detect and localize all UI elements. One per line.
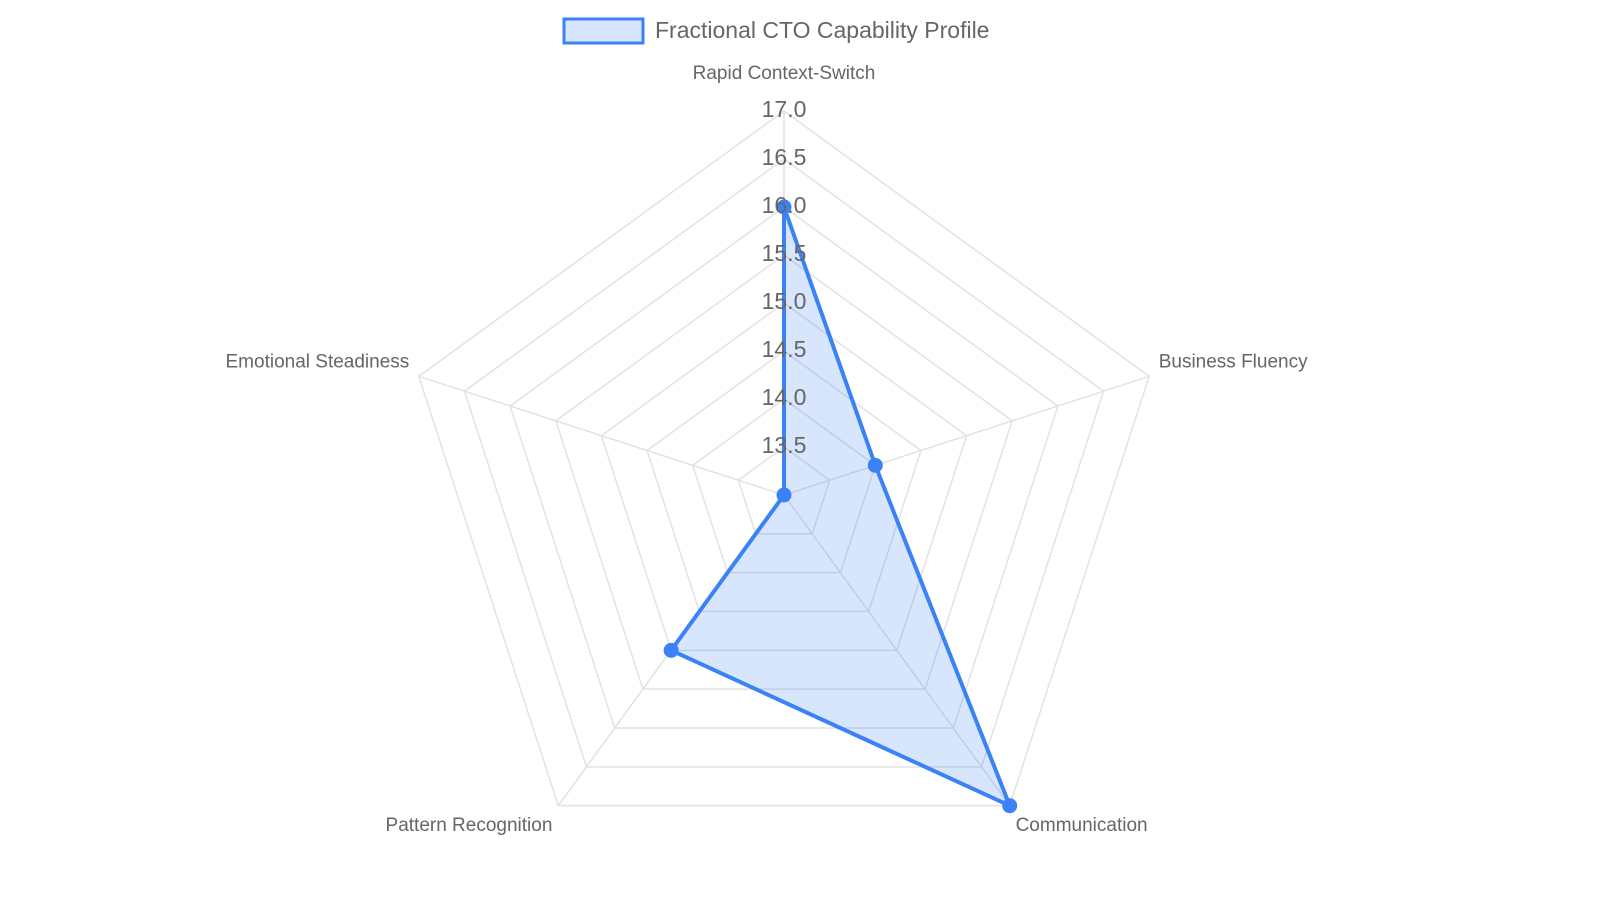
grid-ring [737, 446, 831, 535]
axis-label: Business Fluency [1159, 351, 1308, 372]
data-point [867, 457, 883, 473]
legend-swatch [562, 17, 645, 45]
spoke [418, 375, 785, 496]
data-point [776, 199, 792, 215]
data-point [663, 642, 679, 658]
axis-label: Emotional Steadiness [226, 351, 410, 372]
r-tick-label: 17.0 [762, 96, 807, 122]
series-area [668, 206, 1014, 810]
grid-ring [463, 158, 1105, 768]
r-tick-label: 15.5 [762, 240, 807, 266]
grid-ring [417, 110, 1151, 807]
spoke [783, 494, 1011, 807]
r-tick-label: 16.0 [762, 192, 807, 218]
r-tick-label: 13.5 [762, 432, 807, 458]
r-tick-label: 16.5 [762, 144, 807, 170]
grid-ring [600, 302, 968, 652]
axis-label: Communication [1016, 815, 1148, 836]
r-tick-label: 15.0 [762, 288, 807, 314]
axis-label: Pattern Recognition [386, 815, 553, 836]
grid-ring [646, 350, 922, 613]
grid-ring [554, 254, 1014, 690]
data-point [776, 487, 792, 503]
grid-ring [691, 398, 877, 574]
spoke [783, 375, 1150, 496]
r-tick-label: 14.5 [762, 336, 807, 362]
grid-ring [509, 206, 1059, 729]
axis-label: Rapid Context-Switch [693, 63, 876, 84]
r-tick-label: 14.0 [762, 384, 807, 410]
data-point [1002, 798, 1018, 814]
legend-label: Fractional CTO Capability Profile [655, 17, 989, 43]
